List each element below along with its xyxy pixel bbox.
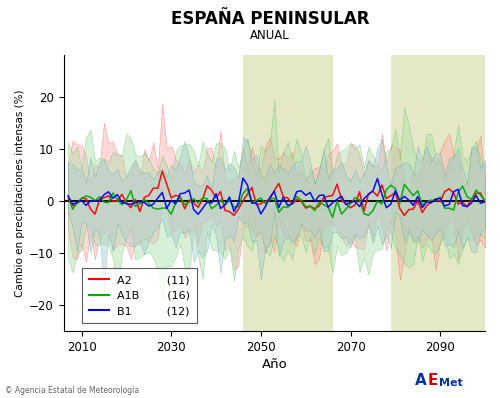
Text: A: A: [415, 373, 427, 388]
Text: ANUAL: ANUAL: [250, 29, 290, 42]
Bar: [391, 55, 485, 331]
Text: ESPAÑA PENINSULAR: ESPAÑA PENINSULAR: [171, 10, 369, 28]
Legend: A2          (11), A1B        (16), B1          (12): A2 (11), A1B (16), B1 (12): [82, 268, 197, 323]
Y-axis label: Cambio en precipitaciones intensas (%): Cambio en precipitaciones intensas (%): [15, 89, 25, 297]
Text: © Agencia Estatal de Meteorología: © Agencia Estatal de Meteorología: [5, 386, 139, 395]
Text: Met: Met: [439, 378, 463, 388]
Text: E: E: [428, 373, 438, 388]
Bar: [243, 55, 332, 331]
X-axis label: Año: Año: [262, 358, 287, 371]
